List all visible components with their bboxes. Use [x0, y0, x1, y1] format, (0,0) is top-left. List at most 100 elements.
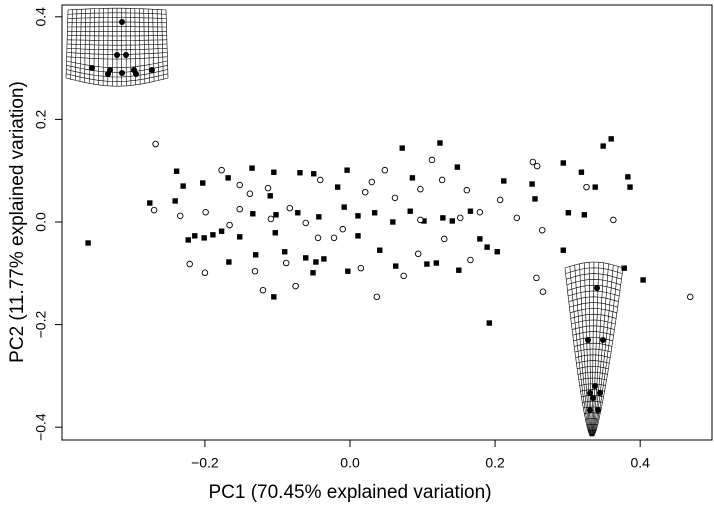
point — [282, 249, 288, 255]
point — [381, 166, 389, 174]
point — [513, 214, 521, 222]
point — [686, 293, 694, 301]
point — [625, 174, 631, 180]
landmark — [585, 337, 591, 343]
point — [414, 250, 422, 258]
point — [225, 175, 231, 181]
point — [463, 186, 471, 194]
point — [424, 261, 430, 267]
point — [456, 267, 462, 273]
landmark — [119, 70, 125, 76]
point — [259, 286, 267, 294]
warp-line — [579, 263, 592, 437]
warp-line — [165, 9, 169, 79]
landmark — [592, 383, 598, 389]
warp-line — [75, 9, 78, 81]
warp-line — [591, 261, 595, 437]
point — [310, 270, 316, 276]
landmark — [89, 65, 95, 71]
point — [533, 162, 541, 170]
warp-line — [88, 8, 91, 84]
deformation-grids — [65, 7, 624, 437]
warp-line — [156, 9, 159, 81]
point — [533, 274, 540, 282]
warp-line — [79, 9, 82, 82]
point — [302, 219, 310, 227]
point — [316, 214, 322, 220]
point — [529, 158, 537, 166]
y-tick-label: 0.0 — [33, 212, 49, 232]
point — [267, 215, 275, 223]
point — [399, 145, 405, 151]
point — [172, 198, 178, 204]
warp-line — [143, 8, 146, 84]
point — [393, 263, 399, 269]
point — [368, 178, 376, 186]
landmark — [600, 337, 606, 343]
point — [252, 252, 259, 258]
point — [377, 247, 383, 253]
warp-line — [102, 8, 104, 86]
landmark — [587, 390, 593, 396]
point — [457, 214, 464, 222]
point — [421, 218, 427, 224]
landmark — [595, 407, 601, 413]
point — [529, 181, 535, 187]
warp-line — [592, 262, 600, 437]
landmark — [590, 395, 596, 401]
point — [180, 183, 186, 189]
point — [249, 165, 255, 171]
point — [640, 277, 646, 283]
point — [267, 193, 273, 199]
warp-line — [161, 9, 164, 80]
point — [486, 320, 492, 326]
point — [311, 171, 317, 177]
point — [583, 183, 590, 191]
point — [282, 259, 290, 267]
point — [201, 235, 207, 241]
point — [173, 168, 180, 174]
point — [226, 259, 232, 265]
point — [201, 269, 209, 277]
point — [371, 210, 378, 216]
point — [484, 244, 490, 250]
point — [321, 256, 327, 262]
point — [297, 170, 303, 176]
warp-line — [564, 267, 591, 437]
point — [496, 196, 504, 204]
point — [476, 208, 484, 216]
point — [226, 221, 233, 229]
point — [391, 194, 399, 202]
point — [449, 218, 455, 224]
point — [407, 208, 413, 214]
point — [185, 237, 191, 243]
point — [147, 200, 153, 206]
warp-line — [65, 9, 69, 79]
point — [578, 169, 585, 175]
point — [272, 230, 278, 236]
landmark — [114, 52, 120, 58]
point — [176, 212, 184, 220]
warp-line — [139, 8, 141, 85]
warp-line — [93, 8, 95, 85]
point — [152, 140, 159, 148]
landmark — [123, 52, 129, 58]
point — [85, 240, 91, 246]
warp-line — [569, 266, 591, 437]
point — [237, 234, 243, 240]
point — [150, 206, 158, 214]
point — [273, 212, 279, 218]
warp-line — [70, 9, 73, 80]
point — [409, 175, 416, 181]
point — [532, 196, 538, 202]
x-tick-label: 0.2 — [485, 455, 505, 471]
point — [295, 210, 301, 216]
point — [592, 184, 598, 190]
warp-line — [574, 264, 591, 437]
point — [501, 178, 507, 184]
point — [355, 233, 361, 239]
point — [236, 205, 243, 213]
point — [610, 216, 617, 224]
warp-line — [130, 8, 132, 86]
